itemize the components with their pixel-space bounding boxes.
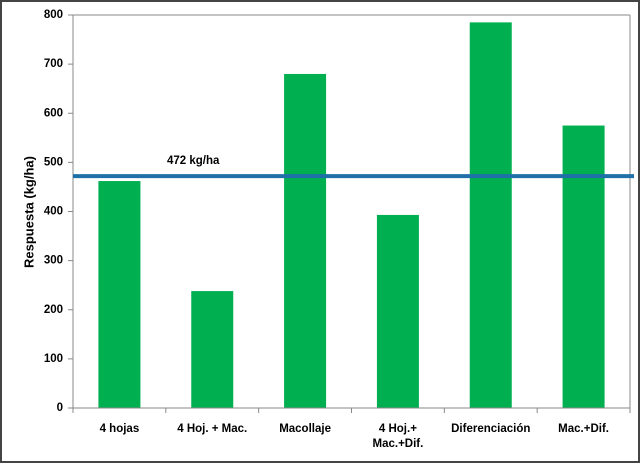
y-axis-title: Respuesta (kg/ha) xyxy=(21,156,36,268)
y-tick-label: 700 xyxy=(44,58,63,70)
bar xyxy=(191,291,234,408)
x-tick-label: 4 Hoj. + Mac. xyxy=(177,423,247,435)
x-tick-label: Mac.+Dif. xyxy=(558,423,609,435)
bar xyxy=(376,214,419,408)
x-tick-label: Diferenciación xyxy=(451,423,530,435)
x-tick-label: Macollaje xyxy=(279,423,331,435)
y-tick-label: 400 xyxy=(44,206,63,218)
y-tick-label: 100 xyxy=(44,353,63,365)
x-tick-label: 4 Hoj.+ Mac.+Dif. xyxy=(373,423,424,450)
y-tick-label: 0 xyxy=(57,402,63,414)
reference-label: 472 kg/ha xyxy=(167,155,220,167)
bar xyxy=(469,22,512,409)
y-tick-label: 300 xyxy=(44,255,63,267)
bar xyxy=(98,181,141,408)
bar xyxy=(284,73,327,408)
x-tick-label: 4 hojas xyxy=(100,423,140,435)
y-tick-label: 500 xyxy=(44,156,63,168)
y-tick-label: 800 xyxy=(44,9,63,21)
y-tick-label: 600 xyxy=(44,107,63,119)
bar xyxy=(562,125,605,408)
y-tick-label: 200 xyxy=(44,304,63,316)
